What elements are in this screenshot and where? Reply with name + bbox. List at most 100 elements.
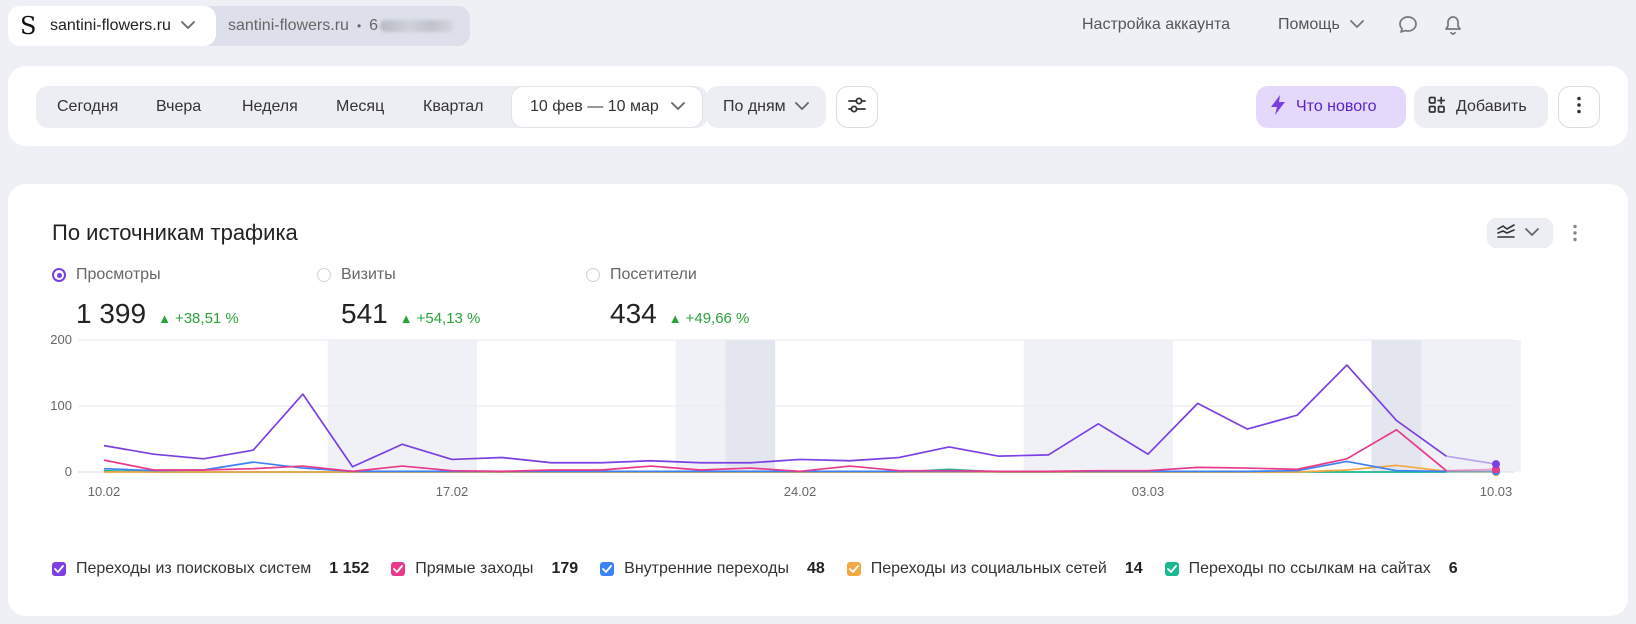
traffic-sources-card: По источникам трафика Просмотры 1 399 ▲ +… [8, 184, 1628, 616]
metric-label: Визиты [341, 266, 396, 283]
period-yesterday[interactable]: Вчера [156, 98, 202, 115]
metric-delta: ▲ +38,51 % [158, 310, 239, 327]
counter-id: 6 [369, 17, 379, 34]
metric-value: 434 [610, 298, 657, 329]
chevron-down-icon [1525, 224, 1539, 242]
metric-visits[interactable]: Визиты 541 ▲ +54,13 % [317, 266, 480, 329]
period-month[interactable]: Месяц [336, 98, 385, 115]
legend-label: Внутренние переходы [624, 560, 789, 577]
bell-icon[interactable] [1443, 14, 1463, 41]
x-tick-label: 24.02 [784, 484, 817, 499]
card-title: По источникам трафика [52, 220, 298, 245]
legend-total: 48 [806, 560, 825, 577]
legend-total: 1 152 [329, 560, 370, 577]
metric-delta: ▲ +54,13 % [399, 310, 481, 327]
date-range-value: 10 фев — 10 мар [530, 98, 659, 115]
lightning-icon [1270, 94, 1286, 121]
more-vertical-icon[interactable] [1570, 220, 1580, 246]
series-line [103, 460, 1447, 473]
grouping-value: По дням [723, 98, 786, 115]
metric-radio[interactable] [586, 268, 600, 282]
whats-new-button[interactable]: Что нового [1256, 86, 1406, 128]
metric-radio[interactable] [317, 268, 331, 282]
legend-item[interactable]: Переходы по ссылкам на сайтах 6 [1164, 560, 1458, 578]
site-select[interactable]: S santini-flowers.ru [8, 6, 216, 46]
legend-label: Переходы из поисковых систем [76, 560, 312, 577]
x-tick-label: 03.03 [1132, 484, 1165, 499]
date-range-picker[interactable]: 10 фев — 10 мар [512, 87, 702, 127]
widgets-add-icon [1428, 96, 1446, 119]
chevron-down-icon [181, 17, 195, 35]
period-today[interactable]: Сегодня [57, 98, 119, 115]
x-tick-label: 10.03 [1480, 484, 1513, 499]
site-logo: S [20, 12, 37, 40]
chart-type-button[interactable] [1487, 218, 1553, 248]
series-line [103, 428, 1447, 473]
checkbox-checked-icon[interactable] [600, 562, 615, 576]
legend-label: Переходы по ссылкам на сайтах [1188, 560, 1431, 577]
site-selector-group: S santini-flowers.ru santini-flowers.ru … [8, 6, 470, 46]
more-options-button[interactable] [1558, 86, 1600, 128]
metric-value: 541 [341, 298, 388, 329]
chart-legend: Переходы из поисковых систем 1 152 Прямые … [52, 558, 1480, 580]
counter-id-blurred [380, 20, 455, 32]
help-label: Помощь [1278, 16, 1340, 33]
legend-item[interactable]: Внутренние переходы 48 [600, 560, 825, 578]
checkbox-checked-icon[interactable] [391, 562, 406, 576]
counter-site: santini-flowers.ru [228, 17, 349, 34]
triangle-up-icon: ▲ [399, 311, 413, 326]
legend-item[interactable]: Переходы из социальных сетей 14 [846, 560, 1143, 578]
report-settings-button[interactable] [836, 86, 878, 128]
metric-label: Посетители [610, 266, 697, 283]
account-settings-link[interactable]: Настройка аккаунта [1082, 16, 1231, 33]
x-tick-label: 10.02 [88, 484, 121, 499]
checkbox-checked-icon[interactable] [846, 562, 861, 576]
metric-pageviews[interactable]: Просмотры 1 399 ▲ +38,51 % [52, 266, 239, 329]
site-name: santini-flowers.ru [50, 17, 171, 34]
legend-total: 6 [1448, 560, 1458, 577]
traffic-line-chart[interactable]: 0 100 200 10.02 17.02 24.02 03.03 10.03 [8, 334, 1628, 514]
metric-label: Просмотры [76, 266, 161, 283]
series-end-point [1492, 460, 1500, 469]
chevron-down-icon [1349, 16, 1364, 34]
legend-label: Переходы из социальных сетей [870, 560, 1107, 577]
sliders-icon [847, 96, 867, 119]
y-tick-label: 200 [50, 334, 72, 347]
more-vertical-icon [1577, 96, 1581, 119]
metric-visitors[interactable]: Посетители 434 ▲ +49,66 % [586, 266, 749, 329]
counter-separator: • [356, 19, 362, 33]
y-tick-label: 100 [50, 398, 72, 413]
chevron-down-icon [670, 98, 685, 116]
checkbox-checked-icon[interactable] [52, 562, 66, 576]
legend-label: Прямые заходы [415, 560, 534, 577]
chat-bubble-icon[interactable] [1397, 14, 1419, 41]
legend-total: 14 [1124, 560, 1143, 577]
legend-item[interactable]: Переходы из поисковых систем 1 152 [52, 560, 369, 578]
line-chart-icon [1497, 223, 1515, 244]
checkbox-checked-icon[interactable] [1164, 562, 1179, 576]
triangle-up-icon: ▲ [668, 311, 682, 326]
series-line-partial [1446, 470, 1497, 473]
chevron-down-icon [794, 98, 809, 116]
help-menu[interactable]: Помощь [1278, 16, 1364, 34]
metric-radio-selected[interactable] [52, 268, 66, 282]
series-line [103, 364, 1447, 468]
top-bar: S santini-flowers.ru santini-flowers.ru … [0, 0, 1636, 56]
add-label: Добавить [1456, 98, 1527, 115]
grouping-select[interactable]: По дням [706, 86, 826, 128]
triangle-up-icon: ▲ [158, 311, 171, 326]
add-widget-button[interactable]: Добавить [1414, 86, 1548, 128]
period-quarter[interactable]: Квартал [423, 98, 484, 115]
series-line-partial [1446, 468, 1497, 472]
counter-info[interactable]: santini-flowers.ru • 6 [228, 6, 455, 46]
period-selector: Сегодня Вчера Неделя Месяц Квартал 10 фе… [36, 86, 708, 128]
y-tick-label: 0 [65, 464, 72, 479]
filter-panel: Сегодня Вчера Неделя Месяц Квартал 10 фе… [8, 66, 1628, 146]
x-tick-label: 17.02 [436, 484, 469, 499]
legend-total: 179 [551, 560, 579, 577]
legend-item[interactable]: Прямые заходы 179 [391, 560, 578, 578]
whats-new-label: Что нового [1296, 98, 1377, 115]
metric-value: 1 399 [76, 298, 147, 329]
metric-delta: ▲ +49,66 % [668, 310, 750, 327]
period-week[interactable]: Неделя [242, 98, 298, 115]
